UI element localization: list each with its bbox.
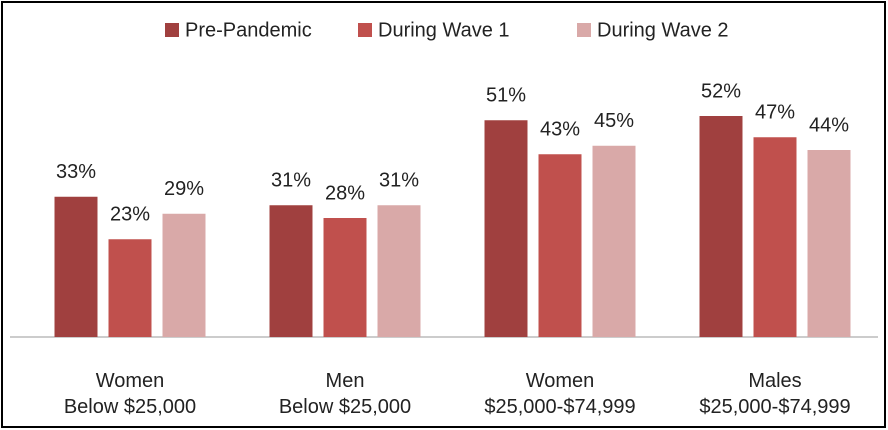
x-tick-label: Males $25,000-$74,999 [699, 370, 851, 418]
legend-swatch [358, 23, 372, 37]
bar [269, 205, 313, 337]
bar [592, 145, 636, 337]
legend-label: Pre-Pandemic [185, 19, 312, 41]
x-tick-label: Women Below $25,000 [63, 370, 197, 418]
bar [699, 116, 743, 337]
bar [54, 196, 98, 337]
bar [807, 150, 851, 337]
value-label: 28% [325, 182, 365, 204]
value-label: 44% [809, 114, 849, 136]
value-label: 52% [701, 80, 741, 102]
bar [377, 205, 421, 337]
bar [753, 137, 797, 337]
x-tick-label: Women $25,000-$74,999 [484, 370, 636, 418]
legend-label: During Wave 1 [378, 19, 510, 41]
value-label: 47% [755, 102, 795, 124]
value-label: 33% [56, 161, 96, 183]
legend-swatch [165, 23, 179, 37]
value-label: 51% [486, 85, 526, 107]
value-label: 29% [164, 178, 204, 200]
bar [108, 239, 152, 337]
bar [538, 154, 582, 337]
bar [484, 120, 528, 337]
bar [162, 213, 206, 337]
legend-label: During Wave 2 [597, 19, 729, 41]
value-label: 31% [379, 170, 419, 192]
value-label: 31% [271, 170, 311, 192]
bar [323, 218, 367, 337]
value-label: 45% [594, 110, 634, 132]
legend-swatch [577, 23, 591, 37]
x-tick-label: Men Below $25,000 [278, 370, 412, 418]
value-label: 23% [110, 204, 150, 226]
value-label: 43% [540, 119, 580, 141]
